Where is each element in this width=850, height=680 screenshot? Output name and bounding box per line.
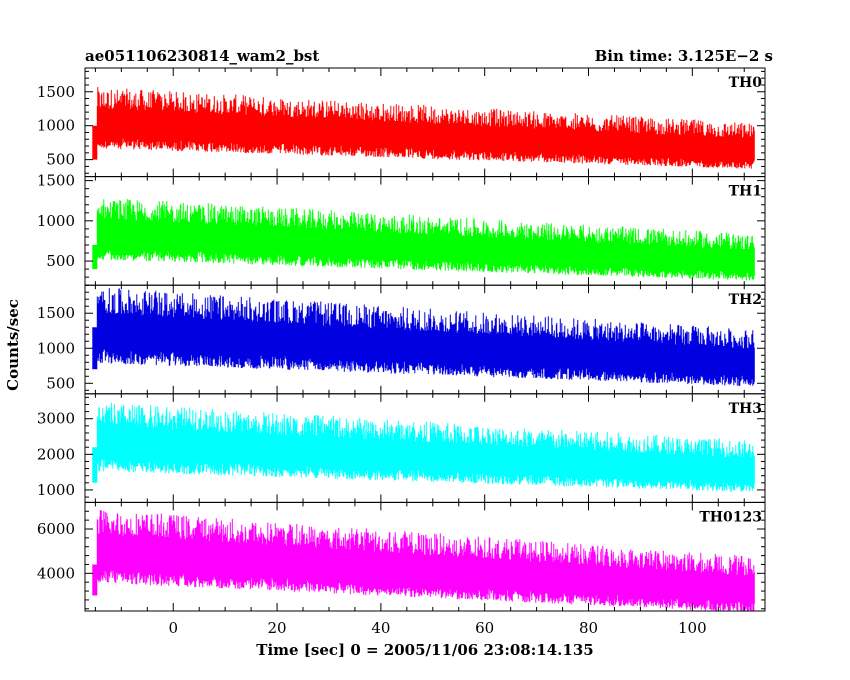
y-tick-label: 1500 xyxy=(37,304,75,322)
panel-th1: 500 1000 1500 TH1 xyxy=(37,172,766,286)
panel-frame xyxy=(84,501,766,612)
y-tick-label: 1000 xyxy=(37,339,75,357)
panel-th2: 500 1000 1500 TH2 xyxy=(37,284,766,395)
series-trace-th2 xyxy=(92,288,755,386)
series-trace-th3 xyxy=(92,402,755,492)
bin-time-label: Bin time: 3.125E−2 s xyxy=(595,47,773,65)
y-tick-label: 500 xyxy=(46,374,75,392)
panel-label-th0123: TH0123 xyxy=(699,509,762,525)
y-tick-label: 4000 xyxy=(37,564,75,582)
y-tick-label: 1000 xyxy=(37,481,75,499)
y-tick-label: 3000 xyxy=(37,410,75,428)
panel-label-th3: TH3 xyxy=(729,401,762,417)
x-axis-label: Time [sec] 0 = 2005/11/06 23:08:14.135 xyxy=(256,641,593,659)
series-trace-th0 xyxy=(92,87,755,169)
panel-label-th1: TH1 xyxy=(729,184,762,200)
x-tick-label: 60 xyxy=(475,619,494,637)
x-tick-label: 0 xyxy=(168,619,178,637)
series-trace-th1 xyxy=(92,199,755,281)
y-tick-label: 500 xyxy=(46,252,75,270)
y-tick-label: 1500 xyxy=(37,83,75,101)
y-tick-label: 6000 xyxy=(37,520,75,538)
y-tick-label: 1000 xyxy=(37,117,75,135)
panel-th3: 1000 2000 3000 TH3 xyxy=(37,393,766,503)
panel-th0123: 4000 6000 TH0123 xyxy=(37,501,766,612)
y-axis-label: Counts/sec xyxy=(4,299,22,391)
x-tick-label: 100 xyxy=(678,619,707,637)
y-tick-label: 500 xyxy=(46,151,75,169)
y-tick-label: 2000 xyxy=(37,445,75,463)
y-tick-label: 1000 xyxy=(37,212,75,230)
x-tick-labels: 0 20 40 60 80 100 xyxy=(168,619,706,637)
panel-label-th0: TH0 xyxy=(729,75,763,91)
x-tick-label: 40 xyxy=(371,619,390,637)
chart-title: ae051106230814_wam2_bst xyxy=(85,47,319,65)
panels-group: 500 1000 1500 TH0 500 1000 1500 TH1 500 1000 1500 T… xyxy=(37,67,766,612)
panel-th0: 500 1000 1500 TH0 xyxy=(37,67,766,178)
x-tick-label: 80 xyxy=(579,619,598,637)
x-tick-label: 20 xyxy=(268,619,287,637)
series-trace-th0123 xyxy=(92,510,755,611)
y-tick-label: 1500 xyxy=(37,172,75,190)
panel-label-th2: TH2 xyxy=(729,292,762,308)
